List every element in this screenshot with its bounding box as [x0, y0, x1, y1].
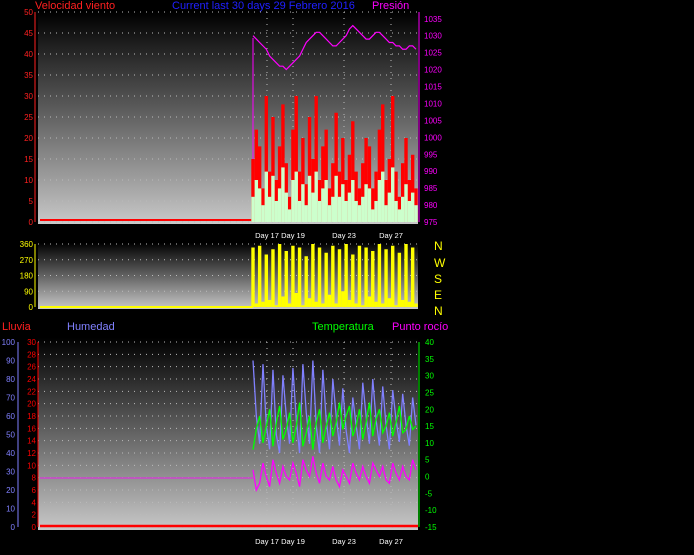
day-tick-label: Day 17: [255, 537, 279, 546]
rain-axis-tick-label: 4: [32, 498, 37, 507]
pressure-axis-tick-label: 1015: [424, 83, 442, 92]
direction-label-n-top: N: [434, 239, 443, 253]
temperature-axis-tick-label: -15: [425, 523, 437, 532]
rain-axis-tick-label: 24: [27, 375, 36, 384]
day-tick-label: Day 19: [281, 231, 305, 240]
wind-axis-tick-label: 45: [24, 29, 33, 38]
direction-axis-tick-label: 90: [24, 287, 33, 296]
day-tick-label: Day 17: [255, 231, 279, 240]
humidity-axis-tick-label: 30: [6, 468, 15, 477]
pressure-axis-tick-label: 985: [424, 184, 438, 193]
humidity-axis-tick-label: 60: [6, 412, 15, 421]
pressure-axis-tick-label: 1030: [424, 32, 442, 41]
temperature-axis-tick-label: 40: [425, 338, 434, 347]
direction-label-s: S: [434, 272, 443, 286]
humidity-axis-tick-label: 80: [6, 375, 15, 384]
rain-axis-tick-label: 12: [27, 449, 36, 458]
pressure-axis-tick-label: 995: [424, 150, 438, 159]
temperature-axis-tick-label: 10: [425, 439, 434, 448]
temperature-axis-tick-label: -10: [425, 506, 437, 515]
pressure-axis-tick-label: 975: [424, 218, 438, 227]
temperature-axis-tick-label: 5: [425, 456, 430, 465]
rain-axis-tick-label: 22: [27, 387, 36, 396]
temperature-axis-tick-label: 30: [425, 372, 434, 381]
humidity-line: [252, 360, 417, 454]
humidity-axis-tick-label: 100: [2, 338, 16, 347]
pressure-axis-tick-label: 1025: [424, 49, 442, 58]
wind-axis-tick-label: 40: [24, 50, 33, 59]
direction-axis-tick-label: 180: [20, 272, 34, 281]
wind-axis-tick-label: 5: [29, 197, 34, 206]
pressure-axis-tick-label: 1020: [424, 66, 442, 75]
day-tick-label: Day 23: [332, 537, 356, 546]
pressure-axis-tick-label: 1000: [424, 133, 442, 142]
wind-speed-label: Velocidad viento: [35, 0, 116, 12]
rain-axis-tick-label: 20: [27, 400, 36, 409]
temperature-label: Temperatura: [312, 321, 374, 333]
wind-axis-tick-label: 0: [29, 218, 34, 227]
humidity-axis-tick-label: 20: [6, 486, 15, 495]
rain-axis-tick-label: 10: [27, 461, 36, 470]
day-tick-label: Day 19: [281, 537, 305, 546]
temp-humidity-plot-area: [38, 338, 418, 530]
pressure-axis-tick-label: 990: [424, 167, 438, 176]
wind-axis-tick-label: 30: [24, 92, 33, 101]
wind-axis-tick-label: 20: [24, 134, 33, 143]
temperature-axis-tick-label: 15: [425, 422, 434, 431]
humidity-label: Humedad: [67, 321, 115, 333]
direction-axis-tick-label: 0: [29, 303, 34, 312]
wind-axis-tick-label: 50: [24, 8, 33, 17]
pressure-axis-tick-label: 1035: [424, 15, 442, 24]
pressure-axis-tick-label: 1005: [424, 116, 442, 125]
humidity-axis-tick-label: 0: [11, 523, 16, 532]
wind-axis-tick-label: 25: [24, 113, 33, 122]
temperature-axis-tick-label: 0: [425, 473, 430, 482]
humidity-axis-tick-label: 50: [6, 431, 15, 440]
pressure-label: Presión: [372, 0, 410, 12]
rain-axis-tick-label: 0: [32, 523, 37, 532]
temperature-line: [252, 402, 417, 450]
rain-axis-tick-label: 8: [32, 474, 37, 483]
pressure-line: [252, 24, 417, 71]
humidity-axis-tick-label: 10: [6, 505, 15, 514]
day-tick-label: Day 27: [379, 231, 403, 240]
direction-label-w: W: [434, 256, 446, 270]
humidity-axis-tick-label: 40: [6, 449, 15, 458]
rain-axis-tick-label: 18: [27, 412, 36, 421]
rain-label: Lluvia: [2, 321, 31, 333]
pressure-axis-tick-label: 980: [424, 201, 438, 210]
wind-axis-tick-label: 15: [24, 155, 33, 164]
rain-axis-tick-label: 6: [32, 486, 37, 495]
rain-axis-tick-label: 2: [32, 511, 37, 520]
direction-label-e: E: [434, 288, 443, 302]
pressure-axis-tick-label: 1010: [424, 99, 442, 108]
rain-axis-tick-label: 26: [27, 363, 36, 372]
direction-axis-tick-label: 270: [20, 256, 34, 265]
rain-axis-tick-label: 14: [27, 437, 36, 446]
temperature-axis-tick-label: 25: [425, 388, 434, 397]
wind-direction-plot-area: [38, 243, 418, 309]
chart-subtitle: Current last 30 days 29 Febrero 2016: [172, 0, 355, 12]
temperature-axis-tick-label: 35: [425, 355, 434, 364]
rain-axis-tick-label: 28: [27, 350, 36, 359]
temperature-axis-tick-label: -5: [425, 489, 433, 498]
direction-label-n-bottom: N: [434, 304, 443, 318]
dewpoint-label: Punto rocío: [392, 321, 449, 333]
wind-axis-tick-label: 35: [24, 71, 33, 80]
temperature-axis-tick-label: 20: [425, 405, 434, 414]
humidity-axis-tick-label: 70: [6, 394, 15, 403]
dewpoint-line: [252, 456, 417, 493]
wind-axis-tick-label: 10: [24, 176, 33, 185]
day-tick-label: Day 27: [379, 537, 403, 546]
direction-axis-tick-label: 360: [20, 240, 34, 249]
rain-axis-tick-label: 30: [27, 338, 36, 347]
rain-axis-tick-label: 16: [27, 424, 36, 433]
day-tick-label: Day 23: [332, 231, 356, 240]
humidity-axis-tick-label: 90: [6, 357, 15, 366]
